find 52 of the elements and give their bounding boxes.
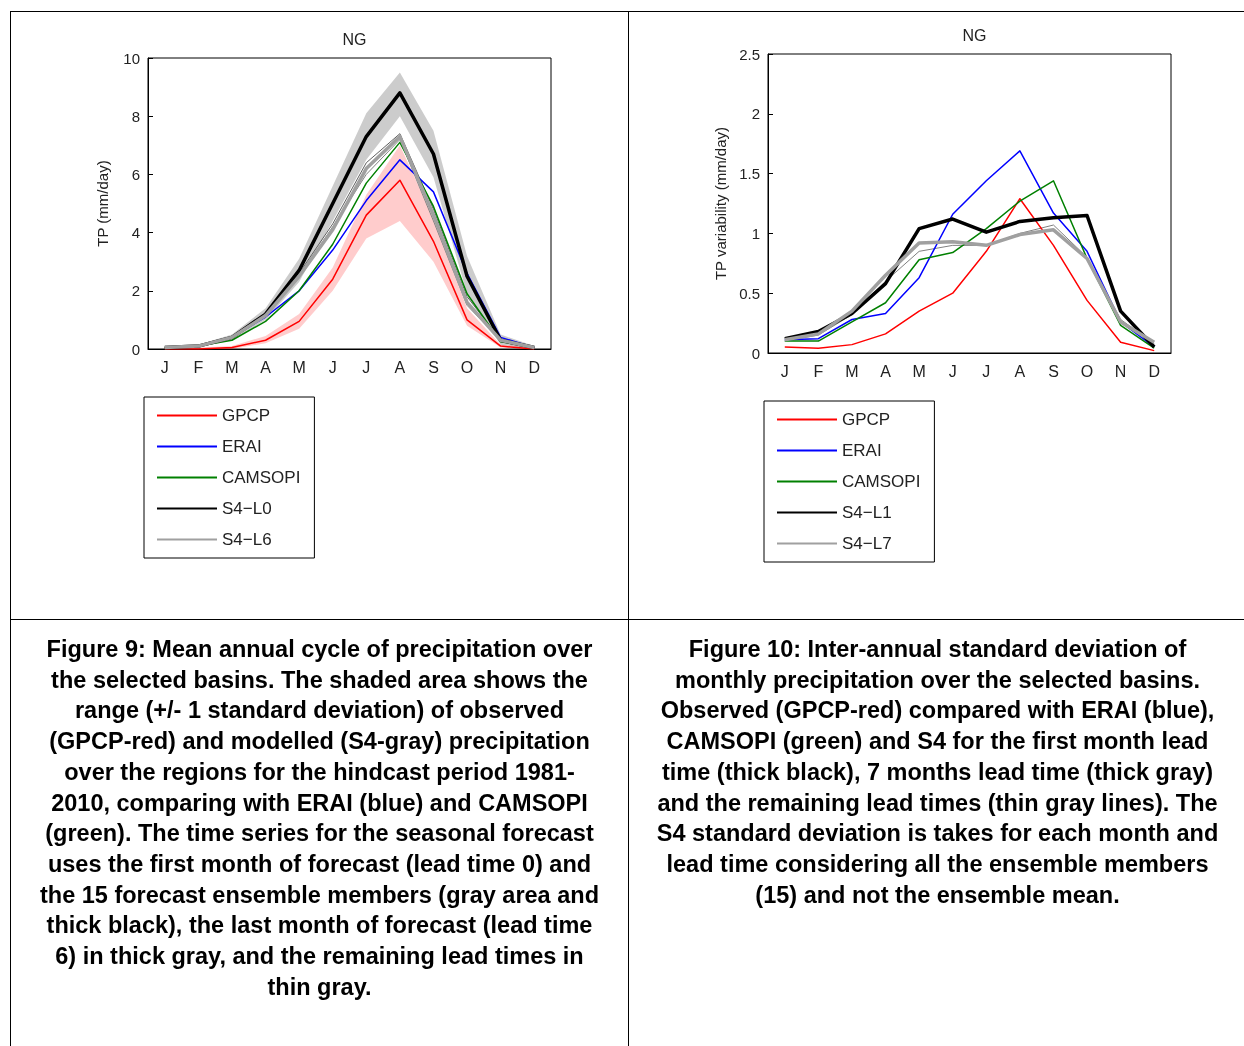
y-tick-label: 4	[131, 224, 140, 242]
chart-title: NG	[962, 26, 987, 44]
y-tick-label: 2.5	[739, 45, 760, 63]
legend-label: CAMSOPI	[842, 472, 921, 491]
y-axis-title: TP (mm/day)	[94, 160, 111, 247]
x-tick-label: F	[193, 358, 204, 376]
x-tick-label: M	[225, 358, 239, 376]
legend-label: CAMSOPI	[222, 468, 301, 487]
x-tick-label: N	[494, 358, 507, 376]
legend-label: S4−L7	[842, 534, 892, 553]
x-tick-label: A	[1014, 362, 1026, 380]
x-tick-label: D	[1148, 362, 1160, 380]
x-tick-label: M	[912, 362, 926, 380]
legend-label: GPCP	[842, 410, 891, 429]
y-tick-label: 10	[123, 49, 140, 67]
x-tick-label: O	[460, 358, 474, 376]
x-tick-label: S	[428, 358, 439, 376]
legend-label: S4−L0	[222, 499, 272, 518]
x-tick-label: J	[780, 362, 789, 380]
y-axis-title: TP variability (mm/day)	[712, 126, 730, 281]
x-tick-label: M	[845, 362, 859, 380]
x-tick-label: J	[160, 358, 169, 376]
x-tick-label: O	[1080, 362, 1094, 380]
x-tick-label: A	[260, 358, 272, 376]
legend-label: S4−L1	[842, 503, 892, 522]
x-tick-label: A	[880, 362, 892, 380]
y-tick-label: 8	[131, 107, 140, 125]
chart-title: NG	[342, 30, 367, 48]
x-tick-label: A	[394, 358, 406, 376]
legend-label: ERAI	[222, 437, 262, 456]
y-tick-label: 2	[751, 105, 760, 123]
y-tick-label: 0	[751, 344, 760, 362]
x-tick-label: F	[813, 362, 824, 380]
x-tick-label: J	[948, 362, 957, 380]
legend-label: ERAI	[842, 441, 882, 460]
x-tick-label: N	[1114, 362, 1127, 380]
x-tick-label: J	[328, 358, 337, 376]
x-tick-label: S	[1048, 362, 1059, 380]
text: Figure 10: Inter-annual standard deviation of monthly precipitation over the selected basins. Observed (GPCP-red) compared with ERAI (blue), CAMSOPI (green) and S4 for the first month lead time (thick black), 7 months lead time (thick gray) and the remaining lead times (thin gray lines). The S4 standard deviation is takes for each month and lead time considering all the ensemble members (15) and not the ensemble mean.	[656, 636, 1219, 908]
y-tick-label: 0	[131, 340, 140, 358]
x-tick-label: J	[362, 358, 371, 376]
legend-label: S4−L6	[222, 530, 272, 549]
y-tick-label: 1.5	[739, 165, 760, 183]
y-tick-label: 6	[131, 165, 140, 183]
y-tick-label: 0.5	[739, 284, 760, 302]
y-tick-label: 1	[751, 224, 760, 242]
x-tick-label: M	[292, 358, 306, 376]
text: Figure 9: Mean annual cycle of precipitation over the selected basins. The shaded area shows the range (+/- 1 standard deviation) of observed (GPCP-red) and modelled (S4-gray) precipitation over the regions for the hindcast period 1981-2010, comparing with ERAI (blue) and CAMSOPI (green). The time series for the seasonal forecast uses the first month of forecast (lead time 0) and the 15 forecast ensemble members (gray area and thick black), the last month of forecast (lead time 6) in thick gray, and the remaining lead times in thin gray.	[39, 636, 600, 1000]
x-tick-label: D	[528, 358, 540, 376]
legend-label: GPCP	[222, 406, 271, 425]
x-tick-label: J	[982, 362, 991, 380]
y-tick-label: 2	[131, 282, 140, 300]
